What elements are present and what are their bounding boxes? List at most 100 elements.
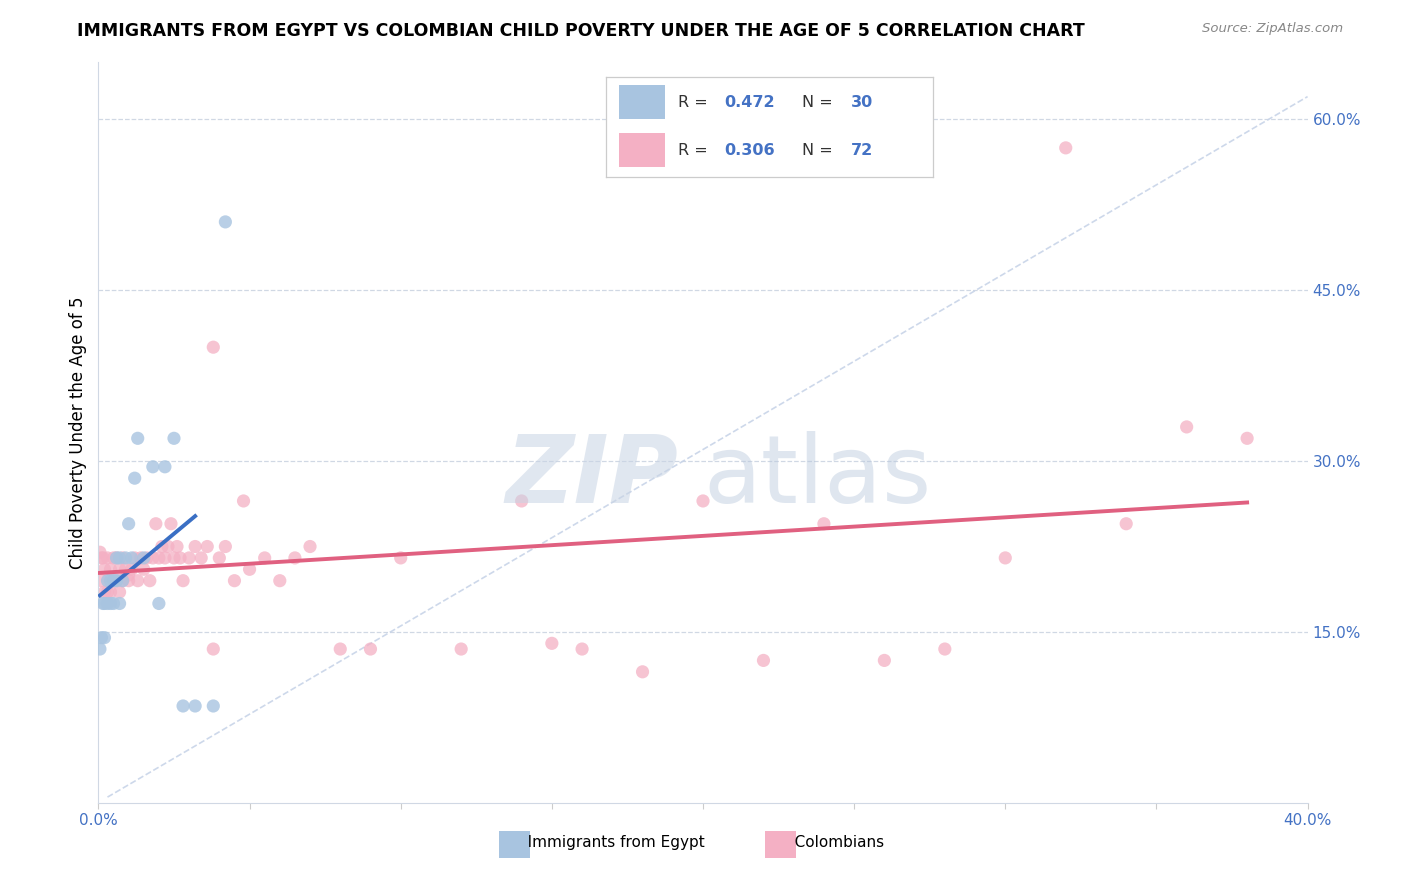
Point (142, 459, 165, 474)
Point (631, 665, 654, 679)
Point (96, 597, 118, 611)
Point (160, 516, 183, 531)
Point (108, 585, 131, 599)
Text: Source: ZipAtlas.com: Source: ZipAtlas.com (1202, 22, 1343, 36)
Point (389, 550, 412, 565)
Point (93, 631, 115, 645)
Point (100, 562, 122, 576)
Point (96, 585, 118, 599)
Point (90, 550, 112, 565)
Point (108, 597, 131, 611)
Point (172, 698, 194, 713)
Point (184, 540, 207, 554)
Point (114, 550, 136, 565)
Point (89, 642, 111, 657)
Text: atlas: atlas (703, 431, 931, 523)
Point (100, 574, 122, 588)
Point (124, 550, 146, 565)
Point (195, 540, 218, 554)
Point (145, 516, 167, 531)
Point (103, 550, 125, 565)
Point (135, 550, 157, 565)
Point (114, 562, 136, 576)
Point (127, 574, 149, 588)
Point (202, 698, 225, 713)
Point (91, 550, 114, 565)
Point (129, 550, 152, 565)
Point (1236, 431, 1258, 445)
Text: Colombians: Colombians (780, 836, 884, 850)
Point (127, 431, 149, 445)
Point (90, 631, 112, 645)
Point (172, 574, 194, 588)
Text: ZIP: ZIP (506, 431, 679, 523)
Point (100, 585, 122, 599)
Point (253, 550, 276, 565)
Point (93, 562, 115, 576)
Y-axis label: Child Poverty Under the Age of 5: Child Poverty Under the Age of 5 (69, 296, 87, 569)
Point (111, 550, 134, 565)
Point (111, 574, 134, 588)
Point (150, 540, 173, 554)
Point (1115, 516, 1137, 531)
Point (360, 642, 382, 657)
Point (108, 562, 131, 576)
Point (450, 642, 472, 657)
Point (118, 568, 141, 582)
Point (752, 653, 775, 667)
Point (142, 550, 165, 565)
Point (93, 597, 115, 611)
Point (169, 550, 191, 565)
Point (510, 494, 533, 508)
Point (813, 516, 835, 531)
Point (284, 550, 307, 565)
Point (89, 545, 111, 559)
Point (190, 550, 212, 565)
Point (232, 494, 254, 508)
Point (105, 574, 128, 588)
Point (105, 550, 128, 565)
Point (329, 642, 352, 657)
Point (105, 574, 128, 588)
Point (166, 540, 188, 554)
Point (156, 540, 179, 554)
Point (103, 597, 125, 611)
Point (91, 597, 114, 611)
Point (214, 540, 236, 554)
Point (202, 340, 225, 354)
Point (179, 550, 201, 565)
Point (148, 597, 170, 611)
Point (934, 642, 956, 657)
Point (132, 562, 155, 576)
Text: IMMIGRANTS FROM EGYPT VS COLOMBIAN CHILD POVERTY UNDER THE AGE OF 5 CORRELATION : IMMIGRANTS FROM EGYPT VS COLOMBIAN CHILD… (77, 22, 1085, 40)
Point (994, 550, 1017, 565)
Point (139, 574, 162, 588)
Point (224, 574, 246, 588)
Point (299, 540, 322, 554)
Point (90, 574, 112, 588)
Point (163, 431, 186, 445)
Point (121, 562, 143, 576)
Point (540, 636, 562, 650)
Point (103, 574, 125, 588)
Point (96, 550, 118, 565)
Point (111, 574, 134, 588)
Point (873, 653, 896, 667)
Point (184, 698, 207, 713)
Point (108, 550, 131, 565)
Point (153, 459, 176, 474)
Point (105, 550, 128, 565)
Point (118, 516, 141, 531)
Point (208, 550, 231, 565)
Point (214, 215, 236, 229)
Point (132, 550, 155, 565)
Point (1175, 420, 1198, 434)
Point (118, 574, 141, 588)
Point (148, 550, 170, 565)
Text: Immigrants from Egypt: Immigrants from Egypt (513, 836, 704, 850)
Point (93, 585, 115, 599)
Point (269, 574, 291, 588)
Point (571, 642, 593, 657)
Point (103, 574, 125, 588)
Point (124, 471, 146, 485)
